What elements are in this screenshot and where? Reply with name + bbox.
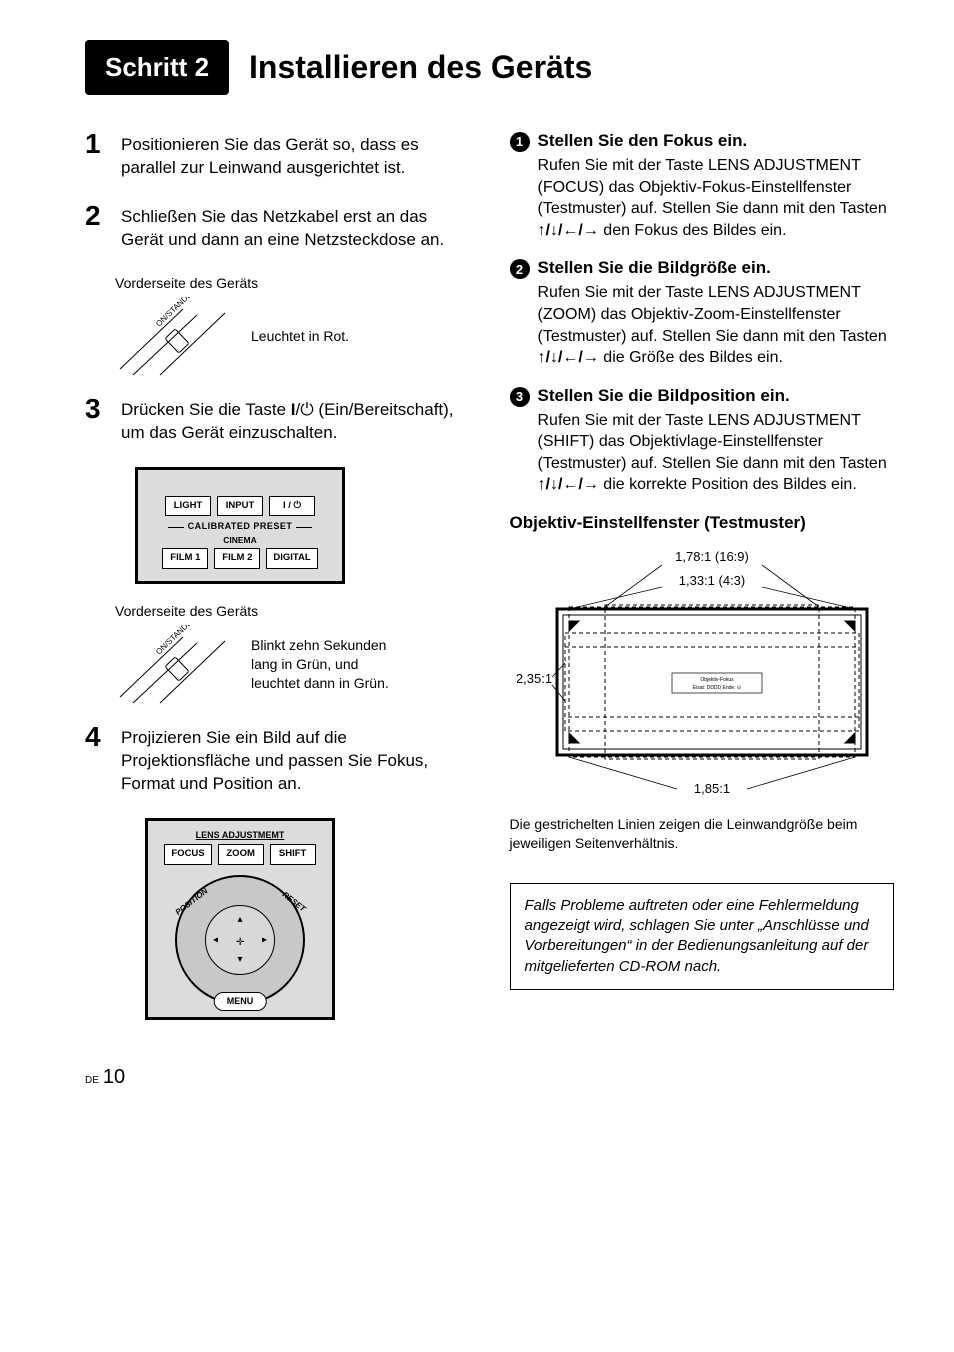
- step-text: Schließen Sie das Netzkabel erst an das …: [121, 202, 470, 252]
- testmuster-caption: Die gestrichelten Linien zeigen die Lein…: [510, 815, 895, 853]
- remote-figure-2: LENS ADJUSTMEMT FOCUS ZOOM SHIFT ✛ POSIT…: [145, 818, 335, 1020]
- remote-button-input: INPUT: [217, 496, 263, 517]
- step-3: 3 Drücken Sie die Taste I/⏻ (Ein/Bereits…: [85, 395, 470, 445]
- substep-1: 1 Stellen Sie den Fokus ein. Rufen Sie m…: [510, 130, 895, 241]
- note-box: Falls Probleme auftreten oder eine Fehle…: [510, 883, 895, 990]
- substep-title: Stellen Sie den Fokus ein.: [538, 130, 748, 153]
- lens-adjustment-label: LENS ADJUSTMEMT: [156, 829, 324, 841]
- page-number: 10: [103, 1064, 125, 1091]
- arrow-keys-icon: ↑/↓/←/→: [538, 476, 599, 493]
- page-title: Installieren des Geräts: [249, 46, 592, 89]
- step-4: 4 Projizieren Sie ein Bild auf die Proje…: [85, 723, 470, 796]
- lamp-figure-1: ON/STANDBY Leuchtet in Rot.: [115, 297, 470, 377]
- substep-number: 2: [510, 259, 530, 279]
- remote-button-menu: MENU: [214, 992, 267, 1010]
- page-footer: DE 10: [85, 1064, 894, 1091]
- step-number: 4: [85, 723, 107, 796]
- remote-button-focus: FOCUS: [164, 844, 211, 865]
- substep-body: Rufen Sie mit der Taste LENS ADJUSTMENT …: [538, 282, 895, 368]
- substep-number: 3: [510, 387, 530, 407]
- left-column: 1 Positionieren Sie das Gerät so, dass e…: [85, 130, 470, 1029]
- lamp-caption: Leuchtet in Rot.: [251, 327, 349, 346]
- substep-body: Rufen Sie mit der Taste LENS ADJUSTMENT …: [538, 410, 895, 496]
- lamp-figure-2: ON/STANDBY Blinkt zehn Sekunden lang in …: [115, 625, 470, 705]
- substep-body: Rufen Sie mit der Taste LENS ADJUSTMENT …: [538, 155, 895, 241]
- front-caption: Vorderseite des Geräts: [115, 274, 470, 293]
- svg-text:1,33:1 (4:3): 1,33:1 (4:3): [679, 573, 746, 588]
- right-column: 1 Stellen Sie den Fokus ein. Rufen Sie m…: [510, 130, 895, 1029]
- cinema-label: CINEMA: [146, 535, 334, 546]
- preset-label: CALIBRATED PRESET: [146, 520, 334, 532]
- step-text: Positionieren Sie das Gerät so, dass es …: [121, 130, 470, 180]
- substep-title: Stellen Sie die Bildgröße ein.: [538, 257, 771, 280]
- power-icon: ⏻: [300, 400, 313, 419]
- svg-text:2,35:1: 2,35:1: [517, 671, 552, 686]
- device-front-icon: ON/STANDBY: [115, 297, 235, 377]
- testmuster-title: Objektiv-Einstellfenster (Testmuster): [510, 512, 895, 535]
- remote-button-power: I / ⏻: [269, 496, 315, 517]
- svg-text:Objektiv-Fokus: Objektiv-Fokus: [700, 677, 734, 683]
- device-front-icon: ON/STANDBY: [115, 625, 235, 705]
- lamp-caption: Blinkt zehn Sekunden lang in Grün, und l…: [251, 636, 411, 693]
- nav-wheel-icon: ✛ POSITION RESET MENU ▴ ▾ ◂ ▸: [175, 875, 305, 1005]
- svg-text:ON/STANDBY: ON/STANDBY: [154, 297, 198, 328]
- lang-mark: DE: [85, 1074, 99, 1088]
- front-caption: Vorderseite des Geräts: [115, 602, 470, 621]
- step-badge: Schritt 2: [85, 40, 229, 95]
- step-2: 2 Schließen Sie das Netzkabel erst an da…: [85, 202, 470, 252]
- remote-figure-1: LIGHT INPUT I / ⏻ CALIBRATED PRESET CINE…: [135, 467, 345, 584]
- step-text: Projizieren Sie ein Bild auf die Projekt…: [121, 723, 470, 796]
- arrow-keys-icon: ↑/↓/←/→: [538, 222, 599, 239]
- svg-text:1,85:1: 1,85:1: [694, 781, 730, 796]
- page-header: Schritt 2 Installieren des Geräts: [85, 40, 894, 95]
- svg-text:ON/STANDBY: ON/STANDBY: [154, 625, 198, 656]
- substep-2: 2 Stellen Sie die Bildgröße ein. Rufen S…: [510, 257, 895, 368]
- step-number: 2: [85, 202, 107, 252]
- remote-button-film2: FILM 2: [214, 548, 260, 569]
- substep-3: 3 Stellen Sie die Bildposition ein. Rufe…: [510, 385, 895, 496]
- substep-number: 1: [510, 132, 530, 152]
- remote-button-zoom: ZOOM: [218, 844, 264, 865]
- remote-button-light: LIGHT: [165, 496, 211, 517]
- step-number: 1: [85, 130, 107, 180]
- svg-text:Eisat: DDDD Ende: ⊙: Eisat: DDDD Ende: ⊙: [693, 685, 741, 691]
- svg-text:1,78:1 (16:9): 1,78:1 (16:9): [675, 549, 749, 564]
- remote-button-shift: SHIFT: [270, 844, 316, 865]
- step-1: 1 Positionieren Sie das Gerät so, dass e…: [85, 130, 470, 180]
- remote-button-film1: FILM 1: [162, 548, 208, 569]
- testmuster-diagram: Objektiv-Fokus Eisat: DDDD Ende: ⊙ 1,78:…: [517, 545, 887, 805]
- step-text: Drücken Sie die Taste I/⏻ (Ein/Bereitsch…: [121, 395, 470, 445]
- substep-title: Stellen Sie die Bildposition ein.: [538, 385, 790, 408]
- arrow-keys-icon: ↑/↓/←/→: [538, 349, 599, 366]
- remote-button-digital: DIGITAL: [266, 548, 317, 569]
- step-number: 3: [85, 395, 107, 445]
